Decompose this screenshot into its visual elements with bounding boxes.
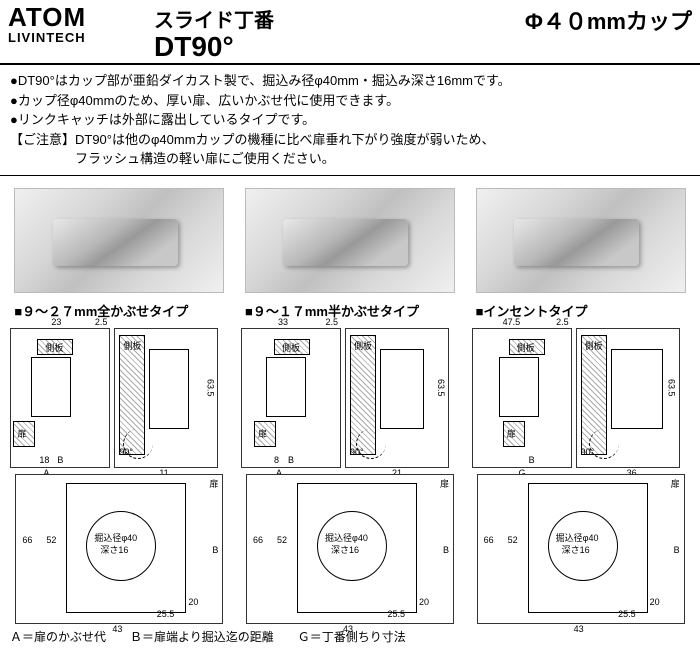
col-c: 47.5 2.5 側板 扉 B G 側板 63.5 90° 36 <box>472 328 690 624</box>
side-view-b: 33 2.5 側板 扉 8 B A <box>241 328 341 468</box>
header: ATOM LIVINTECH スライド丁番 DT90° Φ４０mmカップ <box>0 0 700 65</box>
desc-line: フラッシュ構造の軽い扉にご使用ください。 <box>10 149 690 169</box>
title-block: スライド丁番 DT90° <box>148 4 525 61</box>
side-view-c: 47.5 2.5 側板 扉 B G <box>472 328 572 468</box>
title-sub: スライド丁番 <box>154 4 525 33</box>
col-b: 33 2.5 側板 扉 8 B A 側板 63.5 90° 21 <box>241 328 459 624</box>
front-view-c: 側板 63.5 90° 36 <box>576 328 680 468</box>
logo-top: ATOM <box>8 4 148 30</box>
side-view-a: 23 2.5 側板 扉 18 B A <box>10 328 110 468</box>
cup-spec: Φ４０mmカップ <box>525 4 692 36</box>
photo-row <box>0 176 700 297</box>
product-photo-a <box>14 188 224 293</box>
front-view-b: 側板 63.5 90° 21 <box>345 328 449 468</box>
logo: ATOM LIVINTECH <box>8 4 148 45</box>
product-photo-c <box>476 188 686 293</box>
col-a: 23 2.5 側板 扉 18 B A 側板 63.5 90° 11 <box>10 328 228 624</box>
front-view-a: 側板 63.5 90° 11 <box>114 328 218 468</box>
diagrams: 23 2.5 側板 扉 18 B A 側板 63.5 90° 11 <box>0 328 700 624</box>
description: ●DT90°はカップ部が亜鉛ダイカスト製で、掘込み径φ40mm・掘込み深さ16m… <box>0 65 700 176</box>
logo-bottom: LIVINTECH <box>8 30 148 45</box>
desc-line: ●リンクキャッチは外部に露出しているタイプです。 <box>10 110 690 130</box>
plan-view-b: 扉 掘込径φ40 深さ16 66 52 20 25.5 43 B <box>246 474 454 624</box>
desc-line: 【ご注意】DT90°は他のφ40mmカップの機種に比べ扉垂れ下がり強度が弱いため… <box>10 130 690 150</box>
title-main: DT90° <box>154 33 525 61</box>
plan-view-a: 扉 掘込径φ40 深さ16 66 52 20 25.5 43 B <box>15 474 223 624</box>
desc-line: ●カップ径φ40mmのため、厚い扉、広いかぶせ代に使用できます。 <box>10 91 690 111</box>
type-a-label: ■９～２７mm全かぶせタイプ <box>14 301 224 320</box>
type-b-label: ■９～１７mm半かぶせタイプ <box>245 301 455 320</box>
product-photo-b <box>245 188 455 293</box>
plan-view-c: 扉 掘込径φ40 深さ16 66 52 20 25.5 43 B <box>477 474 685 624</box>
desc-line: ●DT90°はカップ部が亜鉛ダイカスト製で、掘込み径φ40mm・掘込み深さ16m… <box>10 71 690 91</box>
